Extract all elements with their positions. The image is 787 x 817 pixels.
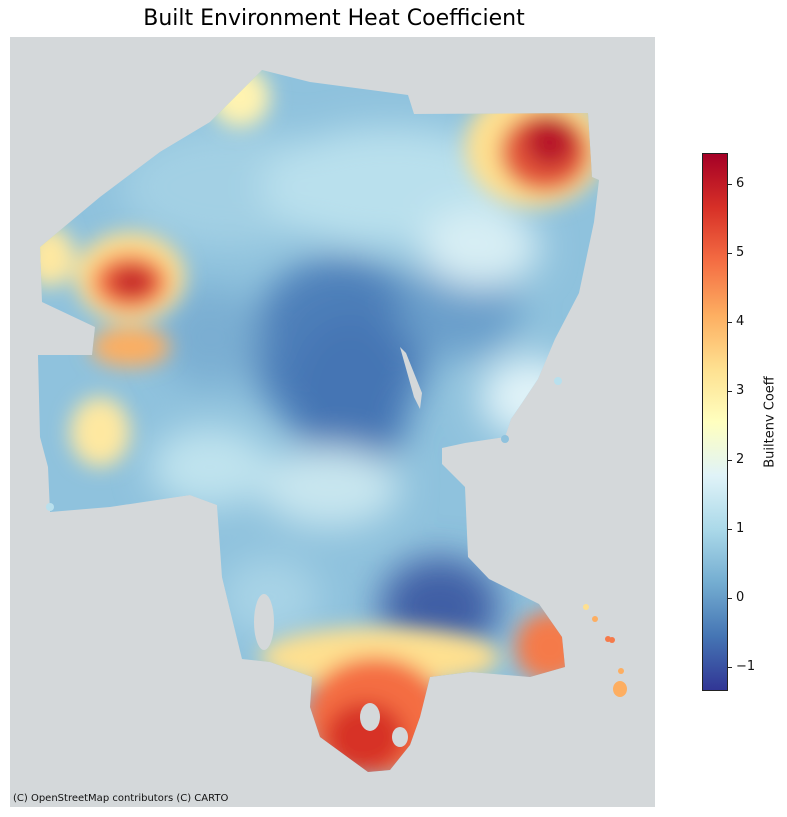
region-surface: [38, 70, 599, 772]
colorbar-tick-mark: [728, 666, 732, 668]
colorbar-label: Builtenv Coeff: [762, 376, 778, 468]
colorbar-tick-mark: [728, 184, 732, 185]
colorbar-tick-label: 3: [736, 383, 745, 398]
colorbar-tick-mark: [728, 253, 732, 254]
colorbar-tick-mark: [728, 322, 732, 323]
colorbar-tick-label: 6: [736, 176, 745, 191]
colorbar-gradient: [702, 153, 728, 691]
map-title: Built Environment Heat Coefficient: [143, 6, 525, 31]
map-panel[interactable]: [10, 37, 655, 807]
heat-map: [38, 70, 627, 772]
colorbar-tick-label: 4: [736, 314, 745, 329]
colorbar-tick-mark: [728, 391, 732, 392]
colorbar-tick-label: 5: [736, 245, 745, 260]
colorbar-tick-mark: [728, 597, 732, 599]
colorbar-tick-label: 1: [736, 520, 745, 536]
colorbar-tick-mark: [728, 528, 732, 530]
colorbar-tick-label: 0: [736, 589, 745, 605]
colorbar-tick-label: −1: [736, 658, 756, 674]
colorbar-tick-mark: [728, 459, 732, 461]
map-attribution: (C) OpenStreetMap contributors (C) CARTO: [13, 793, 229, 804]
water-cutouts: [254, 347, 422, 747]
colorbar-tick-label: 2: [736, 451, 745, 467]
outlying-islands: [46, 377, 627, 697]
